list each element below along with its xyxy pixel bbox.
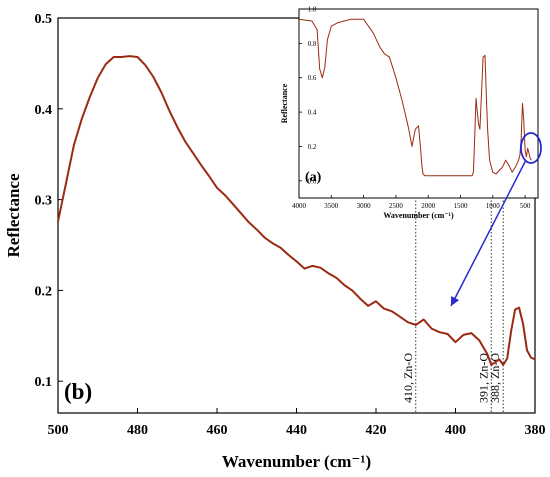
y-tick-label: 0.1 bbox=[35, 375, 53, 390]
inset-x-tick-label: 2000 bbox=[421, 202, 436, 210]
inset-x-tick-label: 4000 bbox=[292, 202, 307, 210]
inset-x-tick-label: 3000 bbox=[357, 202, 372, 210]
x-tick-label: 440 bbox=[286, 423, 307, 438]
zoom-highlight-circle bbox=[520, 132, 542, 164]
x-axis-label-text: Wavenumber bbox=[222, 452, 321, 471]
inset-y-tick-label: 0.6 bbox=[308, 74, 317, 82]
y-axis-label: Reflectance bbox=[4, 173, 23, 257]
inset-x-tick-label: 3500 bbox=[324, 202, 339, 210]
spectrum-line-a bbox=[298, 18, 532, 177]
inset-y-tick-label: 1.0 bbox=[308, 6, 317, 14]
x-axis-label: Wavenumber (cm⁻¹) bbox=[222, 452, 371, 471]
zoom-connector bbox=[450, 159, 527, 307]
x-tick-label: 480 bbox=[127, 423, 148, 438]
annotation-label: 391, Zn-O bbox=[476, 353, 490, 403]
inset-y-tick-label: 0.2 bbox=[308, 143, 317, 151]
main-panel-b: 500 480 460 440 420 400 380 0.1 0.2 0.3 0.4 0.5 Wave… bbox=[4, 12, 546, 471]
inset-x-axis-label: Wavenumber (cm⁻¹) bbox=[383, 211, 454, 220]
zoom-arrow bbox=[450, 159, 527, 307]
spectrum-line-b bbox=[57, 55, 536, 366]
x-tick-label: 420 bbox=[366, 423, 387, 438]
inset-x-tick-label: 500 bbox=[520, 202, 531, 210]
y-tick-label: 0.2 bbox=[35, 284, 53, 299]
x-axis-label-unit: (cm⁻¹) bbox=[324, 452, 371, 471]
panel-label-a: (a) bbox=[305, 170, 322, 185]
inset-y-tick-label: 0.4 bbox=[308, 109, 317, 117]
inset-x-tick-label: 2500 bbox=[389, 202, 404, 210]
inset-x-tick-label: 1000 bbox=[486, 202, 501, 210]
annotation-label: 410, Zn-O bbox=[401, 353, 415, 403]
inset-y-tick-label: 0.0 bbox=[308, 177, 317, 185]
x-tick-label: 500 bbox=[48, 423, 69, 438]
y-tick-label: 0.5 bbox=[35, 12, 53, 27]
x-tick-label: 400 bbox=[445, 423, 466, 438]
panel-label-b: (b) bbox=[64, 379, 92, 404]
x-tick-label: 460 bbox=[207, 423, 228, 438]
inset-y-tick-label: 0.8 bbox=[308, 40, 317, 48]
x-tick-label: 380 bbox=[525, 423, 546, 438]
inset-y-axis-label: Reflectance bbox=[280, 83, 289, 123]
y-tick-label: 0.4 bbox=[35, 103, 53, 118]
inset-panel-a: 4000 3500 3000 2500 2000 1500 1000 500 0.0 0.2 0.4… bbox=[280, 6, 542, 220]
inset-plot-frame bbox=[298, 8, 539, 199]
y-tick-label: 0.3 bbox=[35, 194, 53, 209]
inset-x-tick-label: 1500 bbox=[453, 202, 468, 210]
